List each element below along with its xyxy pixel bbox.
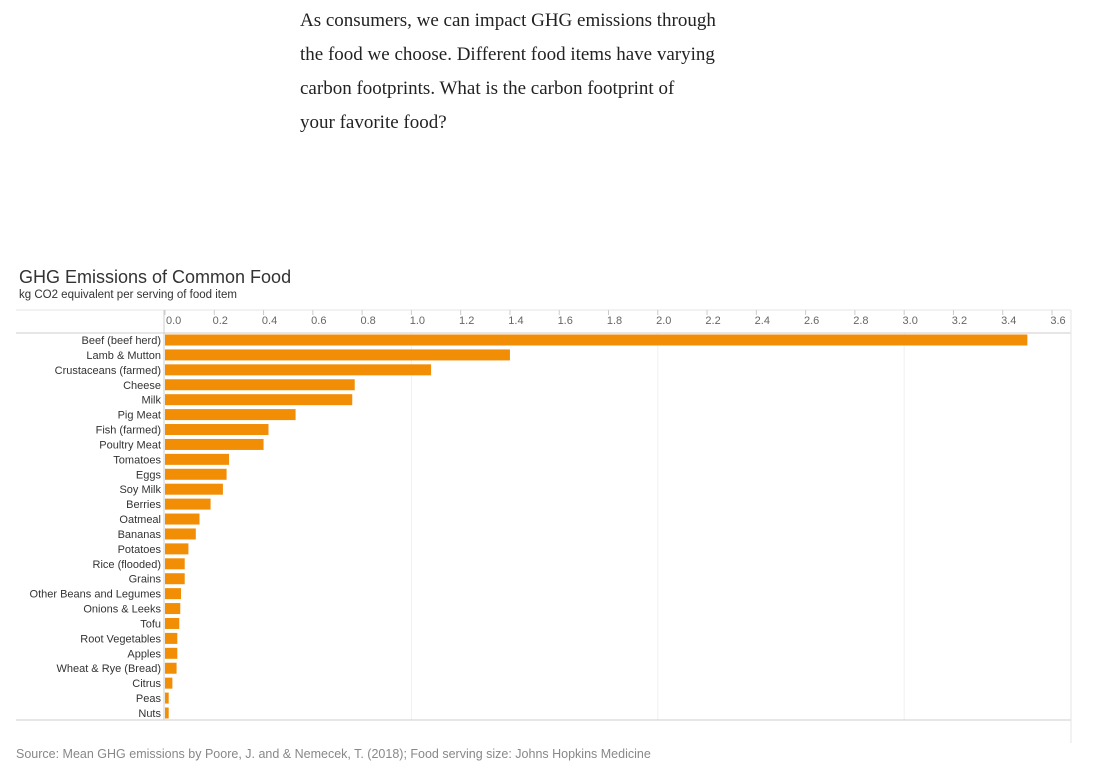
x-tick-label: 3.6: [1050, 315, 1065, 327]
category-label: Poultry Meat: [99, 439, 161, 451]
category-label: Other Beans and Legumes: [30, 589, 162, 601]
category-label: Soy Milk: [119, 484, 161, 496]
intro-line-3: carbon footprints. What is the carbon fo…: [300, 78, 675, 99]
category-label: Root Vegetables: [80, 633, 161, 645]
x-tick-label: 0.0: [166, 315, 181, 327]
bar: [165, 662, 177, 674]
category-label: Pig Meat: [118, 410, 161, 422]
chart-title: GHG Emissions of Common Food: [19, 267, 292, 287]
x-tick-label: 0.6: [311, 315, 326, 327]
intro-line-1: As consumers, we can impact GHG emission…: [300, 10, 716, 31]
category-label: Grains: [129, 574, 162, 586]
x-tick-label: 3.4: [1001, 315, 1016, 327]
bar: [165, 707, 169, 719]
x-tick-label: 2.6: [804, 315, 819, 327]
category-label: Cheese: [123, 380, 161, 392]
category-label: Onions & Leeks: [83, 604, 161, 616]
bar: [165, 438, 264, 450]
x-tick-label: 0.8: [360, 315, 375, 327]
bar: [165, 364, 432, 376]
bar-chart: 0.0 0.2 0.4 0.6 0.8 1.0 1.2 1.4 1.6 1.8 2.0 2.2 2.4 2…: [16, 309, 1072, 743]
bar: [165, 483, 223, 495]
x-axis-ticks: 0.0 0.2 0.4 0.6 0.8 1.0 1.2 1.4 1.6 1.8 2.0 2.2 2.4 2…: [164, 310, 1066, 327]
bar: [165, 468, 227, 480]
bar: [165, 632, 178, 644]
bar: [165, 543, 189, 555]
bar: [165, 394, 353, 406]
x-tick-label: 0.4: [262, 315, 277, 327]
x-tick-label: 2.2: [705, 315, 720, 327]
category-label: Citrus: [132, 678, 161, 690]
intro-paragraph: As consumers, we can impact GHG emission…: [300, 4, 800, 140]
bar: [165, 453, 230, 465]
x-tick-label: 3.0: [903, 315, 918, 327]
chart-gridlines: [410, 333, 905, 720]
category-label: Lamb & Mutton: [86, 350, 161, 362]
bar: [165, 513, 200, 525]
x-tick-label: 2.8: [853, 315, 868, 327]
category-labels: Beef (beef herd) Lamb & Mutton Crustaceans…: [30, 335, 162, 720]
bar: [165, 647, 178, 659]
bar: [165, 617, 180, 629]
x-tick-label: 1.8: [607, 315, 622, 327]
category-label: Tomatoes: [113, 454, 161, 466]
x-tick-label: 2.0: [656, 315, 671, 327]
category-label: Potatoes: [118, 544, 162, 556]
category-label: Rice (flooded): [93, 559, 161, 571]
category-label: Eggs: [136, 469, 162, 481]
category-label: Crustaceans (farmed): [55, 365, 161, 377]
category-label: Nuts: [138, 708, 161, 720]
category-label: Oatmeal: [119, 514, 161, 526]
bar: [165, 588, 182, 600]
category-label: Apples: [127, 648, 161, 660]
category-label: Tofu: [140, 618, 161, 630]
bar: [165, 677, 173, 689]
x-tick-label: 1.2: [459, 315, 474, 327]
category-label: Wheat & Rye (Bread): [56, 663, 161, 675]
bar: [165, 528, 196, 540]
category-label: Beef (beef herd): [82, 335, 162, 347]
bar: [165, 498, 211, 510]
category-label: Milk: [141, 395, 161, 407]
bar: [165, 603, 181, 615]
x-tick-label: 1.4: [508, 315, 523, 327]
bars: [165, 334, 1028, 719]
bar: [165, 573, 185, 585]
source-note: Source: Mean GHG emissions by Poore, J. …: [16, 747, 651, 761]
category-label: Bananas: [118, 529, 162, 541]
bar: [165, 558, 185, 570]
bar: [165, 334, 1028, 346]
x-tick-label: 3.2: [952, 315, 967, 327]
x-tick-label: 2.4: [755, 315, 770, 327]
bar: [165, 349, 510, 361]
bar: [165, 409, 296, 421]
chart-subtitle: kg CO2 equivalent per serving of food it…: [19, 289, 237, 301]
intro-line-2: the food we choose. Different food items…: [300, 44, 715, 65]
bar: [165, 692, 169, 704]
category-label: Fish (farmed): [96, 425, 161, 437]
x-tick-label: 0.2: [213, 315, 228, 327]
category-label: Peas: [136, 693, 162, 705]
x-tick-label: 1.6: [558, 315, 573, 327]
bar: [165, 379, 355, 391]
category-label: Berries: [126, 499, 161, 511]
x-tick-label: 1.0: [410, 315, 425, 327]
intro-line-4: your favorite food?: [300, 112, 447, 133]
chart-frame: [16, 309, 1072, 743]
bar: [165, 424, 269, 436]
